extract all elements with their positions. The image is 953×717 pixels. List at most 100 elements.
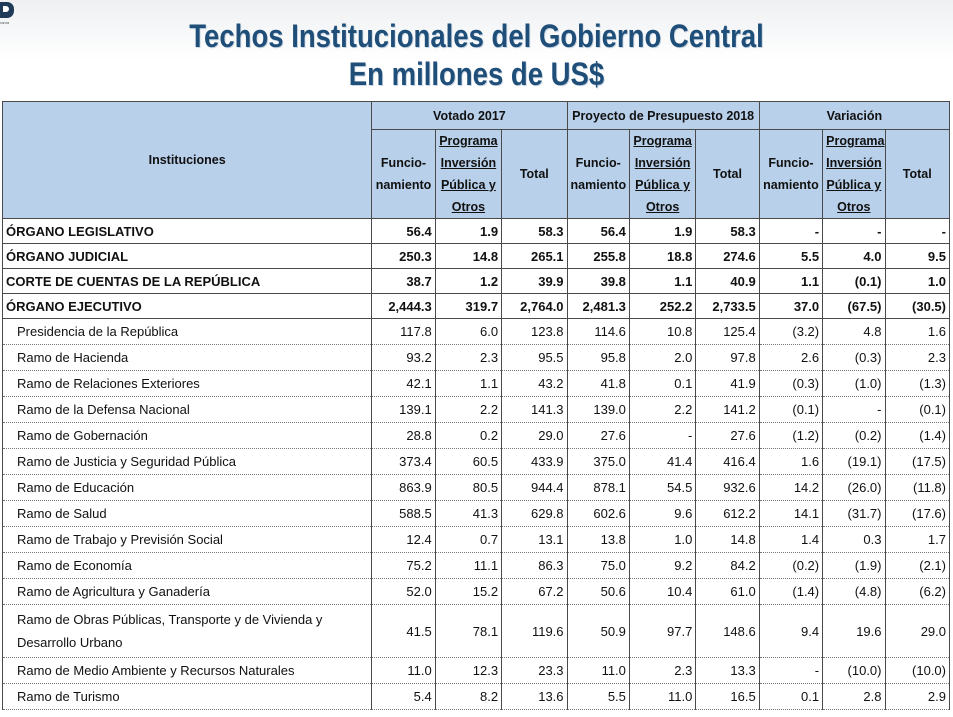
value-cell: 148.6 [695, 604, 760, 658]
value-cell: - [822, 396, 886, 423]
value-cell: 56.4 [566, 218, 630, 244]
value-cell: 1.6 [758, 448, 824, 475]
value-cell: 41.8 [566, 370, 630, 397]
value-cell: (67.5) [822, 293, 886, 319]
value-cell: 2.2 [434, 396, 503, 423]
table-row: Ramo de Salud 588.5 41.3 629.8 602.6 9.6 612.2… [1, 500, 950, 527]
value-cell: (2.1) [884, 552, 950, 579]
value-cell: 1.0 [884, 268, 950, 294]
table-body: ÓRGANO LEGISLATIVO 56.4 1.9 58.3 56.4 1.9 58.3… [1, 218, 950, 710]
subheader-text: Programa [633, 134, 692, 148]
value-cell: 13.6 [501, 683, 568, 710]
value-cell: 878.1 [566, 474, 630, 501]
value-cell: 1.7 [884, 526, 950, 553]
title-line-2: En millones de US$ [348, 56, 605, 92]
table-row: Ramo de Justicia y Seguridad Pública 373.… [1, 448, 950, 475]
institution-name: Ramo de Justicia y Seguridad Pública [1, 448, 373, 475]
budget-table: Instituciones Votado 2017 Proyecto de Pr… [1, 101, 951, 710]
value-cell: 416.4 [695, 448, 760, 475]
subheader-text: Inversión [440, 156, 497, 170]
value-cell: 141.2 [695, 396, 760, 423]
subheader-funcionamiento-votado-2017: Funcio-namiento [371, 129, 436, 219]
value-cell: 1.2 [434, 268, 503, 294]
value-cell: 1.9 [434, 218, 503, 244]
value-cell: 0.1 [628, 370, 697, 397]
institution-name: Ramo de Hacienda [1, 344, 373, 371]
institution-name: ÓRGANO JUDICIAL [1, 243, 373, 269]
value-cell: 1.6 [884, 318, 950, 345]
header-group-votado-2017: Votado 2017 [371, 101, 568, 130]
subheader-text: Pública y [440, 178, 496, 192]
subheader-funcionamiento-proyecto-2018: Funcio-namiento [566, 129, 630, 219]
logo: rama [0, 2, 16, 32]
value-cell: 75.2 [371, 552, 436, 579]
value-cell: 60.5 [434, 448, 503, 475]
subheader-programa-proyecto-2018: Programa Inversión Pública y Otros [628, 129, 697, 219]
institution-name: Ramo de Obras Públicas, Transporte y de … [1, 604, 373, 658]
value-cell: (0.1) [822, 268, 886, 294]
value-cell: 1.1 [628, 268, 697, 294]
value-cell: 11.0 [566, 657, 630, 684]
table-row: Ramo de Trabajo y Previsión Social 12.4 0.… [1, 526, 950, 553]
header-group-proyecto-2018: Proyecto de Presupuesto 2018 [566, 101, 760, 130]
value-cell: 15.2 [434, 578, 503, 605]
table-header: Instituciones Votado 2017 Proyecto de Pr… [1, 101, 951, 219]
value-cell: (0.2) [822, 422, 886, 449]
institution-name: Ramo de Turismo [1, 683, 373, 710]
value-cell: - [758, 657, 824, 684]
institution-name: Ramo de Gobernación [1, 422, 373, 449]
value-cell: 117.8 [371, 318, 436, 345]
value-cell: 141.3 [501, 396, 568, 423]
value-cell: (30.5) [884, 293, 950, 319]
value-cell: 41.5 [371, 604, 436, 658]
subheader-total-proyecto-2018: Total [695, 129, 760, 219]
subheader-text: Inversión [826, 156, 882, 170]
subheader-text: Otros [837, 200, 871, 214]
value-cell: (6.2) [884, 578, 950, 605]
title-line-1: Techos Institucionales del Gobierno Cent… [189, 18, 764, 54]
value-cell: 41.4 [628, 448, 697, 475]
value-cell: 6.0 [434, 318, 503, 345]
value-cell: 67.2 [501, 578, 568, 605]
value-cell: 78.1 [434, 604, 503, 658]
value-cell: 58.3 [501, 218, 568, 244]
value-cell: 252.2 [628, 293, 697, 319]
value-cell: 12.3 [434, 657, 503, 684]
table-row: Ramo de Gobernación 28.8 0.2 29.0 27.6-27.6(… [1, 422, 950, 449]
table-row: Ramo de Hacienda 93.2 2.3 95.5 95.8 2.0 97.8 2.… [1, 344, 950, 371]
value-cell: 2.2 [628, 396, 697, 423]
value-cell: 629.8 [501, 500, 568, 527]
value-cell: (0.2) [758, 552, 824, 579]
logo-text: rama [0, 20, 10, 25]
page-title: Techos Institucionales del Gobierno Cent… [67, 17, 887, 93]
value-cell: 28.8 [371, 422, 436, 449]
value-cell: 86.3 [501, 552, 568, 579]
table-row: Ramo de Agricultura y Ganadería 52.0 15.2 6… [1, 578, 950, 605]
value-cell: 2.8 [822, 683, 886, 710]
institution-name: Ramo de Salud [1, 500, 373, 527]
value-cell: 29.0 [884, 604, 950, 658]
value-cell: 14.1 [758, 500, 824, 527]
value-cell: 50.6 [566, 578, 630, 605]
value-cell: 9.2 [628, 552, 697, 579]
value-cell: (10.0) [884, 657, 950, 684]
value-cell: 84.2 [695, 552, 760, 579]
subheader-text: Funcio- [768, 156, 814, 170]
table-row: Ramo de Obras Públicas, Transporte y de … [1, 604, 950, 658]
value-cell: 2.3 [628, 657, 697, 684]
value-cell: (0.1) [884, 396, 950, 423]
table-row: Ramo de Medio Ambiente y Recursos Natura… [1, 657, 950, 684]
value-cell: 0.2 [434, 422, 503, 449]
value-cell: 612.2 [695, 500, 760, 527]
subheader-text: Funcio- [380, 156, 427, 170]
value-cell: 932.6 [695, 474, 760, 501]
value-cell: (1.3) [884, 370, 950, 397]
institution-name: Ramo de Economía [1, 552, 373, 579]
header-institutions: Instituciones [1, 101, 373, 219]
value-cell: 2.9 [884, 683, 950, 710]
value-cell: 2,764.0 [501, 293, 568, 319]
value-cell: 80.5 [434, 474, 503, 501]
institution-name: CORTE DE CUENTAS DE LA REPÚBLICA [1, 268, 373, 294]
value-cell: (3.2) [758, 318, 824, 345]
logo-mark-icon [0, 2, 14, 18]
